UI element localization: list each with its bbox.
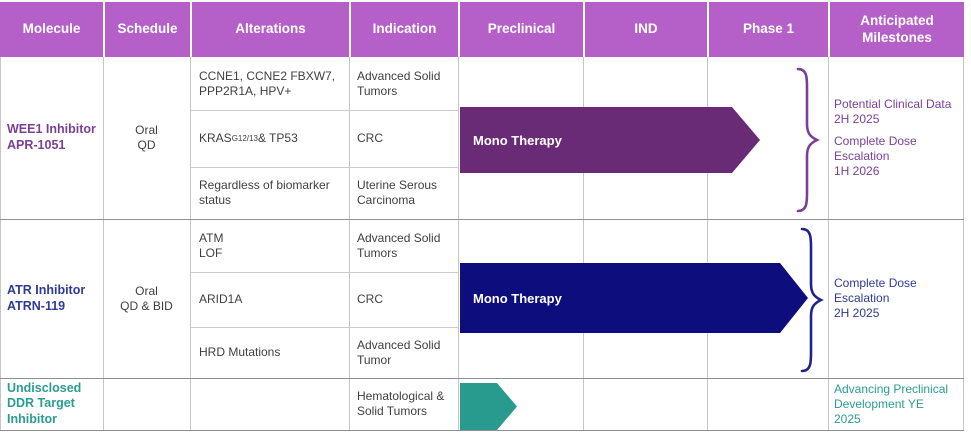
header-cell-preclinical: Preclinical	[458, 2, 583, 57]
molecule-name: Undisclosed DDR Target Inhibitor	[7, 380, 82, 426]
grid-line	[190, 167, 458, 168]
milestones-cell: Complete Dose Escalation 2H 2025	[834, 219, 961, 378]
row-separator	[0, 378, 964, 379]
indication-cell: CRC	[357, 131, 383, 145]
indication-cell: Advanced Solid Tumor	[357, 337, 441, 367]
indication-cell: Uterine Serous Carcinoma	[357, 178, 438, 207]
schedule-cell: Oral QD & BID	[120, 283, 173, 313]
grid-line	[963, 57, 964, 431]
milestones-cell: Advancing Preclinical Development YE 202…	[834, 378, 961, 431]
milestone-item: Complete Dose Escalation 2H 2025	[834, 276, 917, 320]
indication-cell: Advanced Solid Tumors	[357, 230, 441, 260]
grid-line	[707, 57, 708, 431]
indication-cell: CRC	[357, 292, 383, 306]
milestone-item: Advancing Preclinical Development YE 202…	[834, 382, 949, 426]
alteration-cell: HRD Mutations	[199, 345, 281, 359]
brace-icon	[796, 67, 820, 213]
indication-cell: Advanced Solid Tumors	[357, 68, 441, 98]
grid-line	[190, 327, 458, 328]
grid-line	[190, 110, 458, 111]
grid-line	[583, 57, 584, 431]
arrow-label: Mono Therapy	[473, 132, 562, 148]
header-cell-phase1: Phase 1	[707, 2, 828, 57]
gene-text: & TP53	[257, 131, 298, 145]
alteration-cell: Regardless of biomarker status	[199, 178, 330, 207]
milestone-item: Complete Dose Escalation 1H 2026	[834, 134, 917, 178]
header-cell-ind: IND	[583, 2, 707, 57]
grid-line	[103, 57, 104, 431]
header-cell-milestones: Anticipated Milestones	[828, 2, 964, 57]
grid-line	[190, 57, 191, 431]
row-separator	[0, 219, 964, 220]
alteration-cell: ARID1A	[199, 292, 243, 306]
gene-text: KRAS	[199, 131, 232, 145]
brace-icon	[800, 227, 824, 373]
header-cell-indication: Indication	[349, 2, 458, 57]
milestone-item: Potential Clinical Data 2H 2025	[834, 97, 952, 126]
alteration-cell: CCNE1, CCNE2 FBXW7, PPP2R1A, HPV+	[199, 68, 336, 98]
header-cell-schedule: Schedule	[103, 2, 190, 57]
header-cell-molecule: Molecule	[0, 2, 103, 57]
phase-arrow-atr: Mono Therapy	[460, 263, 808, 333]
indication-cell: Hematological & Solid Tumors	[357, 389, 445, 418]
alteration-cell: KRAS G12/13 & TP53	[199, 131, 298, 145]
molecule-name: WEE1 Inhibitor APR-1051	[7, 122, 96, 152]
grid-line	[190, 272, 458, 273]
header-cell-alterations: Alterations	[190, 2, 349, 57]
row-separator	[0, 430, 964, 431]
grid-line	[458, 57, 459, 431]
molecule-name: ATR Inhibitor ATRN-119	[7, 282, 86, 313]
alteration-cell: ATM LOF	[199, 230, 224, 260]
grid-line	[828, 57, 829, 431]
grid-line	[0, 57, 1, 431]
phase-arrow-ddr	[460, 383, 517, 430]
grid-line	[349, 57, 350, 431]
milestones-cell: Potential Clinical Data 2H 2025 Complete…	[834, 57, 961, 219]
phase-arrow-wee1: Mono Therapy	[460, 107, 760, 173]
schedule-cell: Oral QD	[135, 123, 158, 152]
arrow-label: Mono Therapy	[473, 290, 562, 306]
